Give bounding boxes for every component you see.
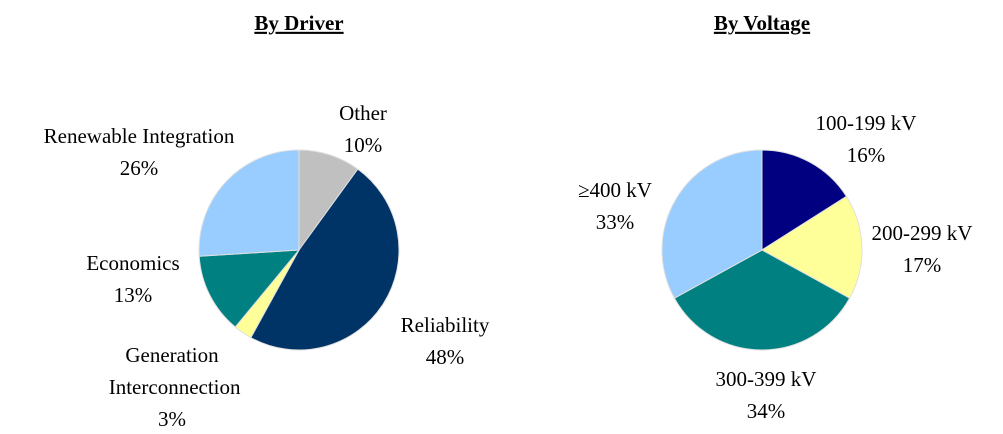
slice-label: ≥400 kV	[578, 178, 652, 202]
pie-slice	[761, 195, 863, 299]
slice-label: 300-399 kV	[716, 367, 817, 391]
pie-slice	[661, 149, 763, 299]
slice-value-label: 16%	[847, 143, 886, 167]
pie-slice	[198, 149, 300, 257]
slice-value-label: 13%	[114, 283, 153, 307]
slice-label: Renewable Integration	[44, 124, 235, 148]
chart-title: By Driver	[254, 11, 343, 35]
slice-value-label: 26%	[120, 156, 159, 180]
pie-slice	[761, 149, 848, 251]
slice-label: Economics	[86, 251, 179, 275]
slice-value-label: 10%	[344, 133, 383, 157]
chart-title: By Voltage	[714, 11, 810, 35]
slice-value-label: 33%	[596, 210, 635, 234]
slice-label: Other	[339, 101, 387, 125]
slice-value-label: 3%	[158, 407, 186, 431]
slice-label: 200-299 kV	[872, 221, 973, 245]
slice-label: Reliability	[401, 313, 490, 337]
pie-slice	[198, 249, 301, 328]
slice-value-label: 34%	[747, 399, 786, 423]
slice-value-label: 48%	[426, 345, 465, 369]
slice-label: 100-199 kV	[816, 111, 917, 135]
pie-slice	[250, 168, 400, 351]
slice-label: Generation Interconnection	[103, 343, 241, 399]
slice-value-label: 17%	[903, 253, 942, 277]
pie-slice	[673, 249, 851, 351]
